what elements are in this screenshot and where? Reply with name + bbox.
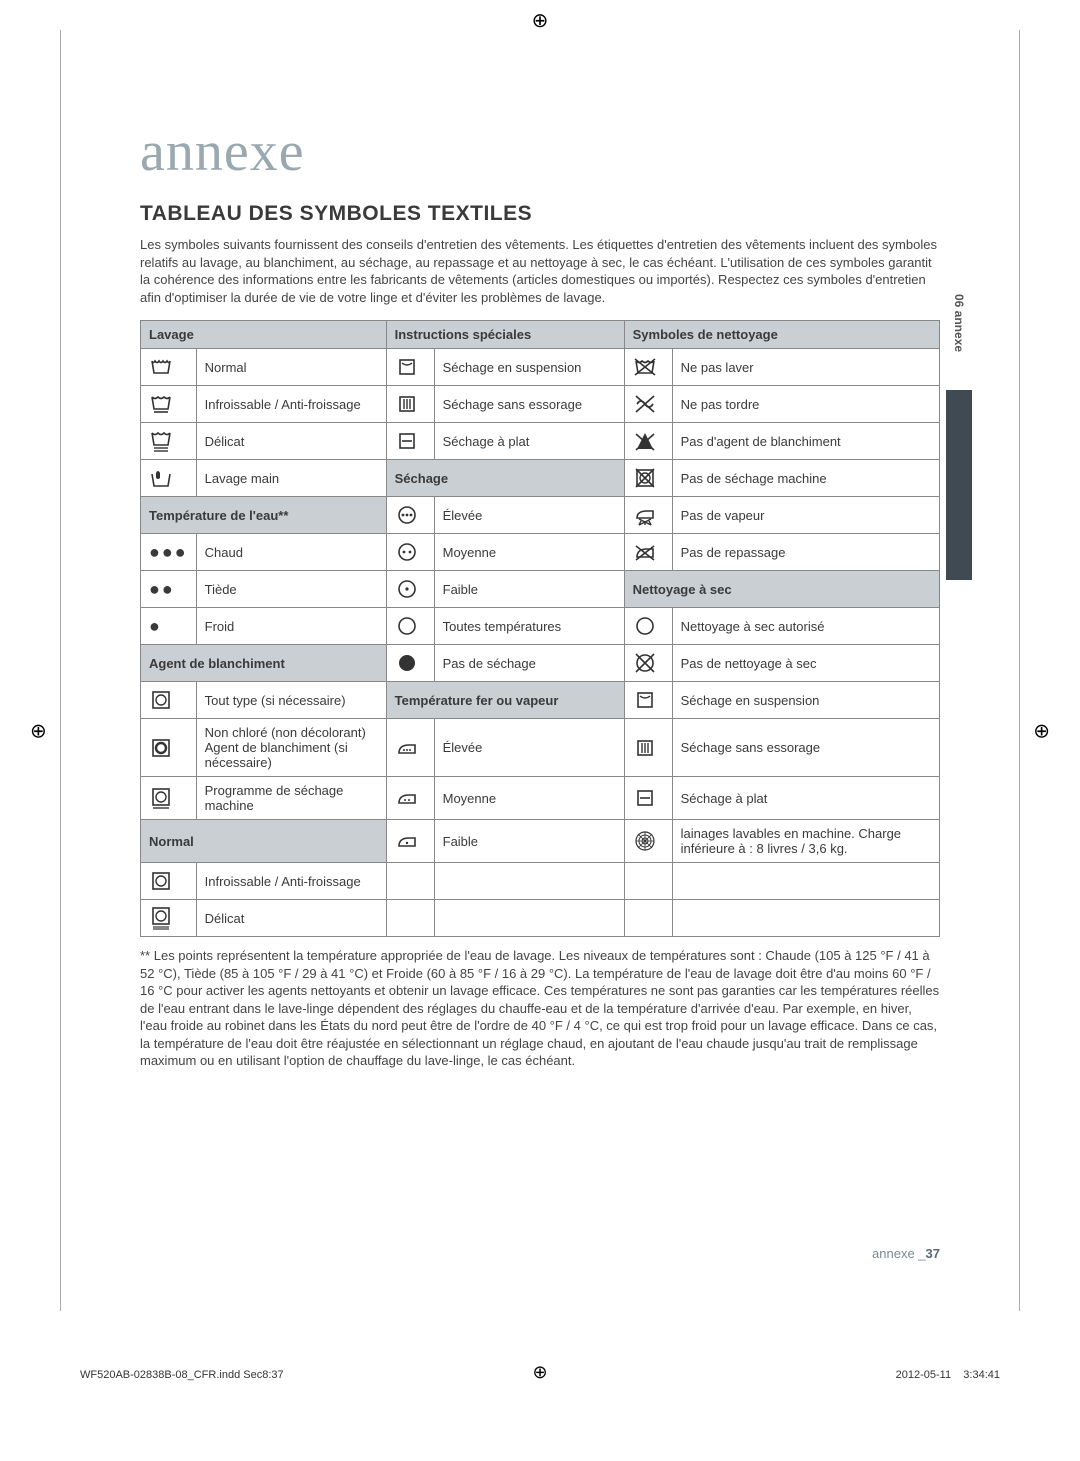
wash-normal-label: Normal xyxy=(196,349,386,386)
line-dry-label: Séchage en suspension xyxy=(434,349,624,386)
footnote-text: ** Les points représentent la températur… xyxy=(140,947,940,1070)
page-title: annexe xyxy=(140,120,940,184)
temp-hot-label: Chaud xyxy=(196,534,386,571)
iron-high-label: Élevée xyxy=(434,719,624,777)
footer-page: 37 xyxy=(926,1246,940,1261)
crop-mark-top-icon: ⊕ xyxy=(532,8,549,33)
bleach-nonchlorine-icon xyxy=(141,719,197,777)
dry-low-icon xyxy=(386,571,434,608)
crop-mark-right-icon: ⊕ xyxy=(1033,718,1050,743)
wash-delicate-label: Délicat xyxy=(196,423,386,460)
dry-high-icon xyxy=(386,497,434,534)
dry-medium-label: Moyenne xyxy=(434,534,624,571)
subheader-bleach: Agent de blanchiment xyxy=(141,645,387,682)
dry-any-icon xyxy=(386,608,434,645)
tumble-delicate-label: Délicat xyxy=(196,900,386,937)
dry-flat2-icon xyxy=(624,777,672,820)
drip-dry2-label: Séchage sans essorage xyxy=(672,719,939,777)
page-footer: annexe _37 xyxy=(872,1246,940,1261)
no-dryclean-label: Pas de nettoyage à sec xyxy=(672,645,939,682)
section-tab-label: 06 annexe xyxy=(946,290,966,352)
do-not-wring-label: Ne pas tordre xyxy=(672,386,939,423)
wash-delicate-icon xyxy=(141,423,197,460)
line-dry2-icon xyxy=(624,682,672,719)
temp-warm-label: Tiède xyxy=(196,571,386,608)
print-time: 3:34:41 xyxy=(963,1369,1000,1381)
do-not-wash-label: Ne pas laver xyxy=(672,349,939,386)
subheader-water-temp: Température de l'eau** xyxy=(141,497,387,534)
tumble-permpress-icon xyxy=(141,863,197,900)
header-cleaning: Symboles de nettoyage xyxy=(624,321,939,349)
no-bleach-label: Pas d'agent de blanchiment xyxy=(672,423,939,460)
drip-dry-icon xyxy=(386,386,434,423)
line-dry2-label: Séchage en suspension xyxy=(672,682,939,719)
dryclean-ok-label: Nettoyage à sec autorisé xyxy=(672,608,939,645)
header-instructions: Instructions spéciales xyxy=(386,321,624,349)
line-dry-icon xyxy=(386,349,434,386)
iron-medium-label: Moyenne xyxy=(434,777,624,820)
print-metadata: WF520AB-02838B-08_CFR.indd Sec8:37 2012-… xyxy=(80,1369,1000,1381)
do-not-wash-icon xyxy=(624,349,672,386)
subheader-drying: Séchage xyxy=(386,460,624,497)
wool-icon xyxy=(624,820,672,863)
temp-hot-icon: ●●● xyxy=(141,534,197,571)
crop-mark-left-icon: ⊕ xyxy=(30,718,47,743)
hand-wash-label: Lavage main xyxy=(196,460,386,497)
hand-wash-icon xyxy=(141,460,197,497)
tumble-dry-label: Programme de séchage machine xyxy=(196,777,386,820)
no-steam-icon xyxy=(624,497,672,534)
dry-high-label: Élevée xyxy=(434,497,624,534)
dry-any-label: Toutes températures xyxy=(434,608,624,645)
bleach-any-label: Tout type (si nécessaire) xyxy=(196,682,386,719)
wash-permpress-label: Infroissable / Anti-froissage xyxy=(196,386,386,423)
temp-warm-icon: ●● xyxy=(141,571,197,608)
wash-permpress-icon xyxy=(141,386,197,423)
header-wash: Lavage xyxy=(141,321,387,349)
no-steam-label: Pas de vapeur xyxy=(672,497,939,534)
tumble-delicate-icon xyxy=(141,900,197,937)
dry-medium-icon xyxy=(386,534,434,571)
section-tab: 06 annexe xyxy=(946,290,972,580)
bleach-any-icon xyxy=(141,682,197,719)
no-tumble-dry-label: Pas de séchage machine xyxy=(672,460,939,497)
dry-flat-icon xyxy=(386,423,434,460)
no-iron-icon xyxy=(624,534,672,571)
section-heading: TABLEAU DES SYMBOLES TEXTILES xyxy=(140,202,940,226)
drip-dry2-icon xyxy=(624,719,672,777)
print-file: WF520AB-02838B-08_CFR.indd Sec8:37 xyxy=(80,1369,284,1381)
no-iron-label: Pas de repassage xyxy=(672,534,939,571)
dry-flat-label: Séchage à plat xyxy=(434,423,624,460)
iron-low-icon xyxy=(386,820,434,863)
dry-flat2-label: Séchage à plat xyxy=(672,777,939,820)
tumble-permpress-label: Infroissable / Anti-froissage xyxy=(196,863,386,900)
bleach-nonchlorine-label: Non chloré (non décolorant) Agent de bla… xyxy=(196,719,386,777)
iron-low-label: Faible xyxy=(434,820,624,863)
dry-low-label: Faible xyxy=(434,571,624,608)
drip-dry-label: Séchage sans essorage xyxy=(434,386,624,423)
subheader-iron: Température fer ou vapeur xyxy=(386,682,624,719)
temp-cold-icon: ● xyxy=(141,608,197,645)
subheader-normal: Normal xyxy=(141,820,387,863)
do-not-wring-icon xyxy=(624,386,672,423)
footer-label: annexe _ xyxy=(872,1246,926,1261)
wool-label: lainages lavables en machine. Charge inf… xyxy=(672,820,939,863)
iron-high-icon xyxy=(386,719,434,777)
no-dry-icon xyxy=(386,645,434,682)
wash-normal-icon xyxy=(141,349,197,386)
no-dry-label: Pas de séchage xyxy=(434,645,624,682)
print-date: 2012-05-11 xyxy=(896,1369,951,1381)
temp-cold-label: Froid xyxy=(196,608,386,645)
iron-medium-icon xyxy=(386,777,434,820)
no-tumble-dry-icon xyxy=(624,460,672,497)
no-dryclean-icon xyxy=(624,645,672,682)
no-bleach-icon xyxy=(624,423,672,460)
tumble-dry-icon xyxy=(141,777,197,820)
dryclean-ok-icon xyxy=(624,608,672,645)
subheader-dryclean: Nettoyage à sec xyxy=(624,571,939,608)
intro-paragraph: Les symboles suivants fournissent des co… xyxy=(140,236,940,306)
fabric-symbols-table: Lavage Instructions spéciales Symboles d… xyxy=(140,320,940,937)
